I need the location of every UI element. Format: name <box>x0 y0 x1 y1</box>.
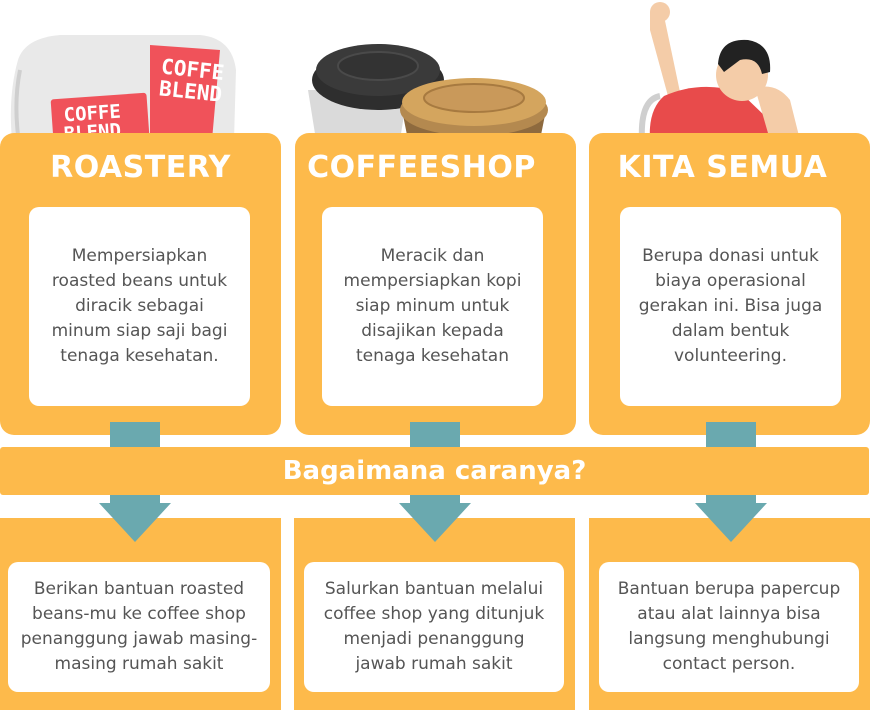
kita-semua-action: Bantuan berupa papercup atau alat lainny… <box>599 562 859 692</box>
coffee-cups-icon <box>308 44 548 140</box>
arrow-down-icon <box>399 495 471 542</box>
arrow-stem-1 <box>110 422 160 448</box>
bag-front-label-top: COFFE <box>63 101 122 127</box>
roastery-title: ROASTERY <box>50 150 231 185</box>
arrow-stem-2 <box>410 422 460 448</box>
coffeeshop-title: COFFEESHOP <box>307 150 536 185</box>
roastery-description: Mempersiapkan roasted beans untuk diraci… <box>29 207 250 406</box>
question-banner <box>0 447 869 495</box>
roastery-action: Berikan bantuan roasted beans-mu ke coff… <box>8 562 270 692</box>
coffeeshop-description: Meracik dan mempersiapkan kopi siap minu… <box>322 207 543 406</box>
kita-semua-description: Berupa donasi untuk biaya operasional ge… <box>620 207 841 406</box>
arrows-layer <box>99 495 767 542</box>
coffee-bag-icon: COFFE BLEND COFFE BLEND <box>10 35 236 140</box>
coffeeshop-action: Salurkan bantuan melalui coffee shop yan… <box>304 562 564 692</box>
arrow-stem-3 <box>706 422 756 448</box>
kita-semua-title: KITA SEMUA <box>617 150 828 185</box>
question-banner-text: Bagaimana caranya? <box>282 456 587 486</box>
arrow-down-icon <box>99 495 171 542</box>
cheering-person-icon <box>638 2 800 140</box>
illustrations-layer: COFFE BLEND COFFE BLEND <box>10 2 800 140</box>
arrow-down-icon <box>695 495 767 542</box>
